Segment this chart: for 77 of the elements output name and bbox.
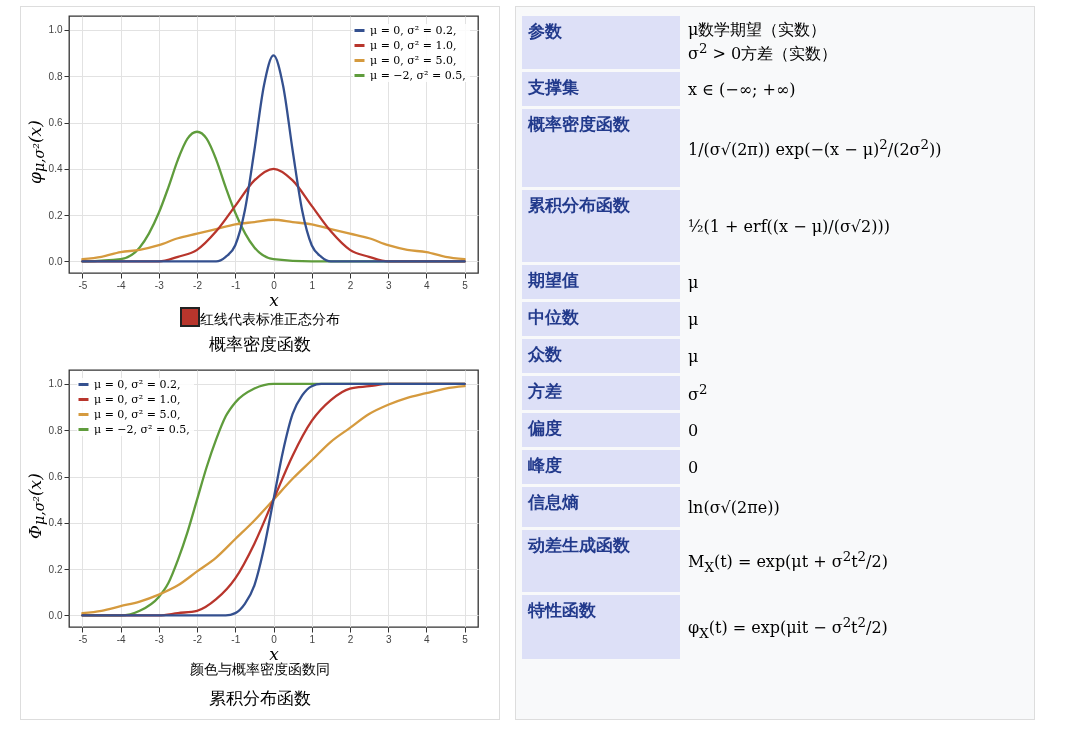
category-label: 峰度 <box>522 450 680 485</box>
y-tick-label: 0.6 <box>48 117 63 128</box>
category-label: 动差生成函数 <box>522 530 680 593</box>
category-label: 期望值 <box>522 265 680 300</box>
x-tick-label: 4 <box>424 279 431 291</box>
legend-label: μ = 0, σ² = 5.0, <box>370 53 457 67</box>
category-label: 偏度 <box>522 413 680 448</box>
text: 0 <box>688 457 699 477</box>
x-tick-label: 1 <box>309 279 316 291</box>
y-tick-label: 0.0 <box>48 255 63 267</box>
x-tick-label: 2 <box>347 279 354 291</box>
y-tick-label: 0.4 <box>48 163 63 175</box>
category-label: 信息熵 <box>522 487 680 528</box>
y-tick-label: 0.6 <box>48 471 63 482</box>
legend-label: μ = 0, σ² = 0.2, <box>370 23 457 37</box>
text: σ$^{2}$ > 0方差（实数） <box>688 41 838 64</box>
legend-label: μ = 0, σ² = 1.0, <box>94 392 181 406</box>
y-tick-label: 0.8 <box>48 424 63 436</box>
y-tick-label: 1.0 <box>48 24 63 36</box>
text: 1/(σ√(2π)) exp(−(x − μ)$^{2}$/(2σ$^{2}$)) <box>688 137 942 160</box>
x-tick-label: -3 <box>154 633 165 645</box>
category-label: 中位数 <box>522 302 680 337</box>
x-tick-label: 5 <box>462 633 469 645</box>
x-tick-label: -2 <box>193 633 203 645</box>
category-label: 概率密度函数 <box>522 109 680 188</box>
y-tick-label: 1.0 <box>48 378 63 390</box>
text: 红线代表标准正态分布 <box>200 311 340 327</box>
text: φ$_{X}$(t) = exp(μit − σ$^{2}$t$^{2}$/2) <box>688 614 888 641</box>
x-axis-title: x <box>269 289 280 310</box>
category-label: 方差 <box>522 376 680 411</box>
y-tick-label: 0.2 <box>48 563 63 575</box>
x-tick-label: 4 <box>424 633 431 645</box>
x-tick-label: 2 <box>347 633 354 645</box>
legend-label: μ = 0, σ² = 5.0, <box>94 407 181 421</box>
x-tick-label: -4 <box>116 279 126 291</box>
x-tick-label: 3 <box>385 279 392 291</box>
category-label: 支撑集 <box>522 72 680 107</box>
x-tick-label: 0 <box>271 633 278 645</box>
y-tick-label: 0.4 <box>48 517 63 529</box>
x-tick-label: -1 <box>231 633 241 645</box>
x-tick-label: -3 <box>154 279 165 291</box>
text: μ数学期望（实数） <box>688 20 827 39</box>
text: x ∈ (−∞; +∞) <box>688 79 796 99</box>
line-series <box>81 218 466 261</box>
text: μ <box>688 346 699 366</box>
text: 概率密度函数 <box>208 333 312 356</box>
category-label: 特性函数 <box>522 595 680 660</box>
x-tick-label: -4 <box>116 633 126 645</box>
x-axis-title: x <box>269 643 280 664</box>
y-tick-label: 0.2 <box>48 209 63 221</box>
legend-label: μ = −2, σ² = 0.5, <box>94 422 190 436</box>
text: σ$^{2}$ <box>688 382 708 405</box>
legend-label: μ = 0, σ² = 1.0, <box>370 38 457 52</box>
text: μ <box>688 309 699 329</box>
x-tick-label: -1 <box>231 279 241 291</box>
text: μ <box>688 272 699 292</box>
legend-label: μ = 0, σ² = 0.2, <box>94 377 181 391</box>
x-tick-label: 3 <box>385 633 392 645</box>
x-tick-label: 0 <box>271 279 278 291</box>
x-tick-label: -5 <box>78 279 88 291</box>
x-tick-label: -5 <box>78 633 88 645</box>
category-label: 累积分布函数 <box>522 190 680 263</box>
text: 0 <box>688 420 699 440</box>
category-label: 众数 <box>522 339 680 374</box>
y-tick-label: 0.8 <box>48 70 63 82</box>
x-tick-label: 5 <box>462 279 469 291</box>
text: 颜色与概率密度函数同 <box>190 661 330 677</box>
text: M$_{X}$(t) = exp(μt + σ$^{2}$t$^{2}$/2) <box>688 548 888 575</box>
category-label: 参数 <box>522 16 680 70</box>
y-tick-label: 0.0 <box>48 609 63 621</box>
x-tick-label: 1 <box>309 633 316 645</box>
x-tick-label: -2 <box>193 279 203 291</box>
line-series <box>81 54 466 263</box>
text: ½(1 + erf((x − μ)/(σ√2))) <box>688 216 890 236</box>
text: 累积分布函数 <box>208 687 312 710</box>
legend-label: μ = −2, σ² = 0.5, <box>370 68 466 82</box>
text: ln(σ√(2πe)) <box>688 497 780 517</box>
